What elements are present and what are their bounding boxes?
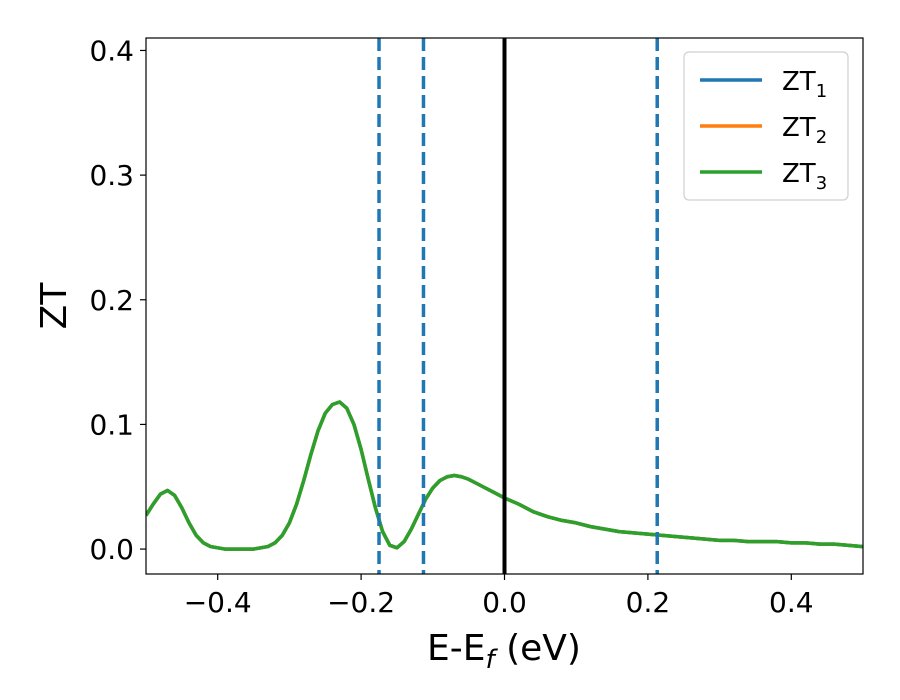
y-ticks: 0.0 0.1 0.2 0.3 0.4 (89, 34, 146, 566)
legend: ZT1 ZT2 ZT3 (683, 51, 849, 201)
legend-frame (683, 51, 849, 201)
y-tick-label: 0.2 (89, 284, 134, 317)
y-tick-label: 0.4 (89, 34, 134, 67)
plot-lines (146, 38, 863, 574)
legend-label-zt2: ZT2 (782, 113, 827, 148)
x-tick-label: 0.0 (482, 586, 527, 619)
plot-frame (145, 37, 864, 575)
x-tick-label: 0.2 (626, 586, 671, 619)
x-axis-label: E-Ef (eV) (427, 628, 581, 675)
x-tick-label: −0.4 (184, 586, 252, 619)
x-ticks: −0.4 −0.2 0.0 0.2 0.4 (184, 574, 814, 619)
x-tick-label: −0.2 (327, 586, 395, 619)
x-tick-label: 0.4 (769, 586, 814, 619)
y-tick-label: 0.3 (89, 159, 134, 192)
y-axis-label: ZT (34, 282, 75, 330)
y-tick-label: 0.1 (89, 408, 134, 441)
series-line-zt3 (146, 400, 863, 551)
y-tick-label: 0.0 (89, 533, 134, 566)
legend-label-zt1: ZT1 (782, 67, 827, 102)
legend-label-zt3: ZT3 (782, 159, 827, 194)
